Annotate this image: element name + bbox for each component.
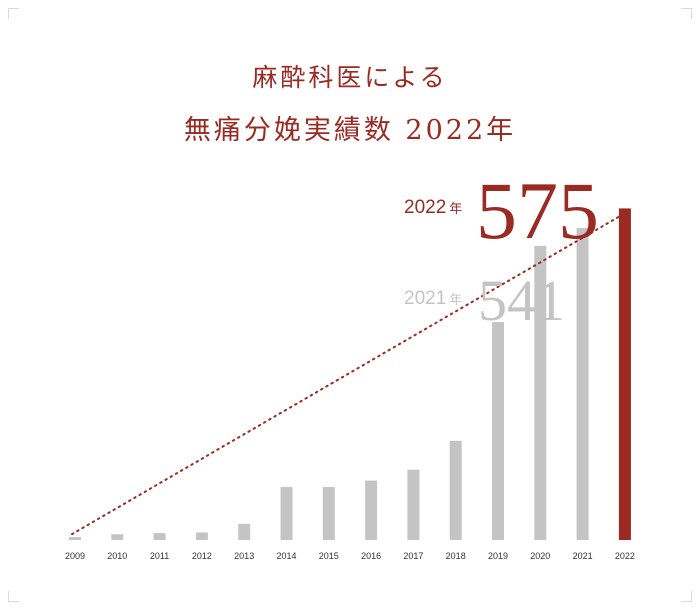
highlight-2021: 2021 年 xyxy=(404,288,462,310)
bar-2013 xyxy=(238,523,251,540)
bar-2014 xyxy=(280,486,293,540)
x-tick-label-2011: 2011 xyxy=(150,551,169,561)
bar-2015 xyxy=(322,486,335,540)
x-tick-label-2019: 2019 xyxy=(488,551,508,561)
bar-2018 xyxy=(449,440,462,540)
bar-2017 xyxy=(407,469,420,540)
x-tick-label-2015: 2015 xyxy=(319,551,339,561)
bar-2009 xyxy=(69,537,81,540)
frame-corner-top-right xyxy=(681,8,692,19)
highlight-2022-value: 575 xyxy=(476,165,599,256)
bar-2022 xyxy=(618,208,631,540)
x-tick-label-2010: 2010 xyxy=(107,551,127,561)
highlight-2021-unit: 年 xyxy=(449,292,463,307)
bar-2011 xyxy=(153,533,166,540)
bar-2012 xyxy=(195,532,208,540)
x-tick-label-2013: 2013 xyxy=(234,551,254,561)
x-tick-label-2014: 2014 xyxy=(276,551,296,561)
chart-title-line-2: 無痛分娩実績数 2022年 xyxy=(183,115,517,146)
x-tick-label-2022: 2022 xyxy=(615,551,635,561)
frame-corner-top-left xyxy=(8,8,19,19)
highlight-2022-year: 2022 xyxy=(404,197,447,218)
x-tick-label-2017: 2017 xyxy=(403,551,423,561)
bar-2010 xyxy=(111,534,124,540)
frame-corner-bottom-right xyxy=(681,591,692,602)
x-tick-label-2009: 2009 xyxy=(65,551,85,561)
x-tick-label-2020: 2020 xyxy=(530,551,550,561)
trend-line xyxy=(71,213,624,536)
x-tick-label-2021: 2021 xyxy=(573,551,593,561)
highlight-2021-value: 541 xyxy=(478,268,565,333)
bar-2016 xyxy=(365,480,378,540)
frame-corner-bottom-left xyxy=(8,591,19,602)
highlight-2022: 2022 年 xyxy=(404,197,462,219)
chart-title-line-1: 麻酔科医による xyxy=(252,63,448,92)
highlight-2022-unit: 年 xyxy=(449,201,463,216)
bar-2019 xyxy=(492,322,504,540)
x-tick-label-2018: 2018 xyxy=(446,551,466,561)
x-tick-label-2016: 2016 xyxy=(361,551,381,561)
bar-2021 xyxy=(576,228,589,541)
x-tick-label-2012: 2012 xyxy=(192,551,212,561)
bar-2020 xyxy=(534,245,547,540)
highlight-2021-year: 2021 xyxy=(404,288,447,309)
